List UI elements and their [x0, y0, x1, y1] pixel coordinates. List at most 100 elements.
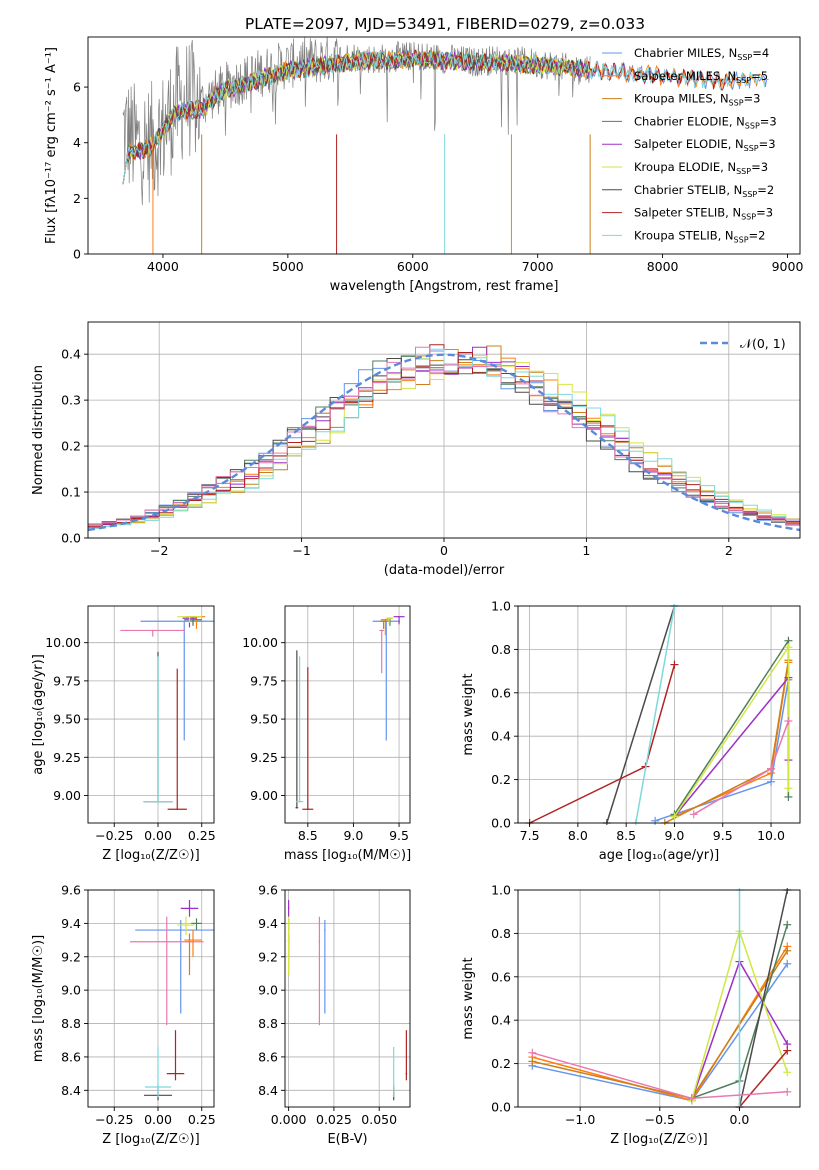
- y-tick-label: 9.4: [61, 916, 81, 931]
- legend-label-sub: SSP: [736, 76, 751, 85]
- y-tick-label: 0.0: [61, 531, 81, 546]
- x-tick-label: −1: [292, 543, 310, 558]
- x-tick-label: 9.5: [389, 828, 409, 843]
- x-tick-label: 0.050: [361, 1112, 397, 1127]
- x-tick-label: −2: [150, 543, 168, 558]
- data-point: [195, 922, 198, 925]
- legend-label-tail: =5: [751, 69, 768, 83]
- data-point: [176, 808, 179, 811]
- x-tick-label: 8.0: [568, 828, 588, 843]
- x-tick-label: −0.25: [95, 828, 133, 843]
- errorbars-age_vs_Z: [120, 615, 214, 811]
- y-tick-label: 0.0: [491, 1100, 511, 1115]
- x-tick-label: 9000: [772, 259, 804, 274]
- legend-label-tail: =3: [756, 206, 773, 220]
- legend-label-sub: SSP: [745, 121, 760, 130]
- legend-label-main: Kroupa ELODIE, N: [634, 160, 736, 174]
- data-point: [183, 620, 186, 623]
- data-point: [318, 940, 321, 943]
- y-tick-label: 1.0: [491, 599, 511, 614]
- frame-mass_vs_Z: −0.25 0.00 0.25 8.4 8.6 8.8 9.0 9.2 9.4 9.6 Z [log…: [31, 883, 216, 1148]
- y-tick-label: 9.6: [258, 883, 278, 898]
- data-point: [192, 939, 194, 941]
- data-point: [388, 617, 390, 620]
- x-axis-label: Z [log₁₀(Z/Z☉)]: [102, 848, 199, 863]
- legend-label-tail: =2: [757, 183, 774, 197]
- legend-label-main: Chabrier MILES, N: [634, 46, 737, 60]
- x-axis-label: Z [log₁₀(Z/Z☉)]: [610, 1132, 707, 1147]
- data-point: [157, 800, 159, 803]
- y-tick-label: 0.2: [61, 439, 81, 454]
- data-point: [157, 1086, 159, 1088]
- x-tick-label: 0.00: [144, 1112, 172, 1127]
- x-tick-label: −0.5: [645, 1112, 675, 1127]
- x-tick-label: 0.000: [271, 1112, 307, 1127]
- x-tick-label: 9.0: [665, 828, 685, 843]
- frame-spectrum: 4000 5000 6000 7000 8000 9000 0 2 4 6 wavelength […: [44, 36, 804, 294]
- data-point: [165, 940, 168, 943]
- y-tick-label: 8.8: [61, 1016, 81, 1031]
- y-tick-label: 9.4: [258, 916, 278, 931]
- errorbars-mass_vs_Z: [130, 900, 214, 1101]
- legend-label-tail: =2: [749, 228, 766, 242]
- figure-title: PLATE=2097, MJD=53491, FIBERID=0279, z=0…: [245, 15, 645, 33]
- normal-pdf-curve: [88, 353, 800, 532]
- residual-histogram: [88, 348, 800, 530]
- y-tick-label: 0.6: [491, 969, 511, 984]
- frame-weight_vs_age: 7.5 8.0 8.5 9.0 9.5 10.0 0.0 0.2 0.4 0.6 0.8 1.0 age…: [461, 599, 801, 863]
- legend-label-main: Salpeter ELODIE, N: [634, 137, 744, 151]
- legend-label: Salpeter STELIB, NSSP=3: [634, 206, 773, 222]
- y-tick-label: 8.8: [258, 1016, 278, 1031]
- x-tick-label: −0.25: [95, 1112, 133, 1127]
- legend-label-tail: =3: [744, 92, 761, 106]
- data-point: [382, 620, 385, 623]
- y-axis-label: Normed distribution: [31, 365, 46, 495]
- y-tick-label: 10.00: [242, 635, 278, 650]
- x-tick-label: 9.5: [713, 828, 733, 843]
- y-tick-label: 6: [73, 80, 81, 95]
- axes-frame: [284, 605, 411, 824]
- legend-label-tail: =3: [760, 114, 777, 128]
- residual-legend: 𝒩(0, 1): [700, 336, 786, 351]
- x-axis-label: (data-model)/error: [384, 563, 505, 578]
- x-axis-label: E(B-V): [327, 1132, 367, 1147]
- legend-label-sub: SSP: [729, 99, 744, 108]
- x-tick-label: 0.25: [188, 1112, 216, 1127]
- y-tick-label: 8.6: [61, 1049, 81, 1064]
- frame-weight_vs_Z: −1.0 −0.5 0.0 0.0 0.2 0.4 0.6 0.8 1.0 Z [log₁₀(Z/…: [461, 883, 801, 1147]
- legend-label: Salpeter ELODIE, NSSP=3: [634, 137, 776, 153]
- legend-label-sub: SSP: [744, 144, 759, 153]
- x-tick-label: 7.5: [520, 828, 540, 843]
- legend-label-sub: SSP: [734, 235, 749, 244]
- x-tick-label: 10.0: [757, 828, 785, 843]
- y-tick-label: 0.1: [61, 485, 81, 500]
- data-point: [296, 806, 298, 809]
- y-tick-label: 9.6: [61, 883, 81, 898]
- axes-frame: [87, 36, 801, 255]
- frame-age_vs_mass: 8.5 9.0 9.5 9.00 9.25 9.50 9.75 10.00 mass [log₁…: [242, 605, 411, 863]
- y-tick-label: 9.75: [53, 673, 81, 688]
- x-tick-label: 1: [582, 543, 590, 558]
- data-point: [185, 924, 187, 926]
- y-tick-label: 8.6: [258, 1049, 278, 1064]
- y-tick-label: 1.0: [491, 883, 511, 898]
- x-axis-label: age [log₁₀(age/yr)]: [599, 848, 720, 863]
- x-axis-label: wavelength [Angstrom, rest frame]: [330, 279, 559, 294]
- axes-age_vs_Z: [88, 606, 214, 823]
- x-tick-label: 0.25: [188, 828, 216, 843]
- legend-label: Kroupa ELODIE, NSSP=3: [634, 160, 768, 176]
- legend-label-main: Salpeter MILES, N: [634, 69, 736, 83]
- frame-mass_vs_EBV: 0.000 0.025 0.050 8.4 8.6 8.8 9.0 9.2 9.4 9.6 E(B-…: [258, 883, 411, 1147]
- axes-frame: [87, 605, 215, 824]
- y-tick-label: 0: [73, 247, 81, 262]
- y-axis-label: mass weight: [461, 673, 476, 755]
- x-tick-label: 8.5: [298, 828, 318, 843]
- legend-label-main: Chabrier ELODIE, N: [634, 114, 745, 128]
- legend-label: Chabrier MILES, NSSP=4: [634, 46, 769, 62]
- y-tick-label: 9.25: [250, 750, 278, 765]
- mass-weight-line: [635, 605, 676, 824]
- y-tick-label: 9.75: [250, 673, 278, 688]
- y-tick-label: 0.6: [491, 685, 511, 700]
- data-point: [298, 800, 301, 803]
